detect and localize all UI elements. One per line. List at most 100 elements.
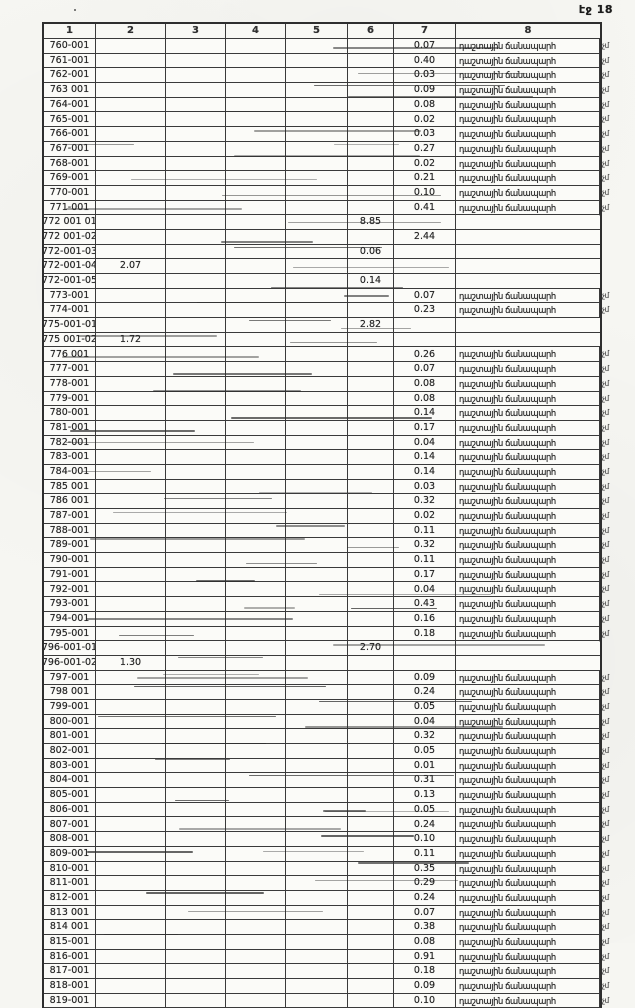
col2-value-cell: [96, 905, 166, 920]
parcel-id-cell: 795-001: [44, 626, 96, 641]
col3-cell: [166, 156, 226, 171]
land-use-cell: դաշտային ճանապարհ: [456, 508, 600, 524]
table-row: 772 001 01 8.85: [44, 215, 600, 230]
table-row: 791-001 0.17 դաշտային ճանապարհ չմ: [44, 567, 609, 583]
land-use-cell: դաշտային ճանապարհ: [456, 963, 600, 979]
col2-value-cell: 1.30: [96, 655, 166, 670]
col3-cell: [166, 523, 226, 538]
land-use-cell: դաշտային ճանապարհ: [456, 905, 600, 920]
col6-value-cell: [348, 729, 394, 743]
margin-note: չմ: [602, 628, 609, 638]
col4-cell: [226, 979, 286, 993]
table-row: 784-001 0.14 դաշտային ճանապարհ չմ: [44, 464, 609, 480]
land-use-cell: դաշտային ճանապարհ: [456, 361, 600, 377]
col2-value-cell: [96, 876, 166, 890]
land-use-cell: դաշտային ճանապարհ: [456, 126, 600, 142]
table-row: 806-001 0.05 դաշտային ճանապարհ չմ: [44, 802, 609, 818]
col6-value-cell: [348, 200, 394, 215]
col4-cell: [226, 582, 286, 597]
land-use-cell: դաշտային ճանապարհ: [456, 185, 600, 200]
col3-cell: [166, 479, 226, 494]
land-use-cell: դաշտային ճանապարհ: [456, 449, 600, 465]
col2-value-cell: [96, 479, 166, 494]
col5-cell: [286, 215, 348, 229]
parcel-id-cell: 801-001: [44, 729, 96, 743]
col2-value-cell: [96, 420, 166, 435]
col7-value-cell: 0.43: [394, 597, 456, 611]
col6-value-cell: [348, 391, 394, 406]
parcel-id-cell: 811-001: [44, 876, 96, 890]
col4-cell: [226, 758, 286, 773]
col3-cell: [166, 259, 226, 273]
parcel-id-cell: 782-001: [44, 435, 96, 450]
col6-value-cell: [348, 53, 394, 68]
col2-value-cell: [96, 171, 166, 185]
parcel-id-cell: 798 001: [44, 685, 96, 699]
margin-note: չմ: [602, 922, 609, 932]
col2-value-cell: [96, 714, 166, 729]
margin-note: չմ: [602, 804, 609, 814]
column-header-3: 3: [166, 24, 226, 38]
margin-note: չմ: [602, 981, 609, 990]
land-use-cell: դաշտային ճանապարհ: [456, 376, 600, 391]
table-row: 803-001 0.01 դաշտային ճանապարհ չմ: [44, 758, 609, 774]
col7-value-cell: 0.02: [394, 156, 456, 171]
col6-value-cell: [348, 714, 394, 729]
col5-cell: [286, 611, 348, 626]
table-row: 765-001 0.02 դաշտային ճանապարհ չմ: [44, 112, 609, 128]
col2-value-cell: [96, 141, 166, 156]
col7-value-cell: 0.24: [394, 685, 456, 699]
table-row: 796-001-02 1.30: [44, 655, 600, 671]
col4-cell: [226, 347, 286, 362]
margin-note: չմ: [602, 466, 609, 476]
land-use-cell: դաշտային ճանապարհ: [456, 112, 600, 127]
col3-cell: [166, 758, 226, 773]
col7-value-cell: 0.08: [394, 391, 456, 406]
col5-cell: [286, 626, 348, 641]
parcel-id-cell: 788-001: [44, 523, 96, 538]
parcel-id-cell: 787-001: [44, 509, 96, 523]
table-row: 797-001 0.09 դաշտային ճանապարհ չմ: [44, 670, 609, 686]
col7-value-cell: 0.16: [394, 611, 456, 626]
table-row: 766-001 0.03 դաշտային ճանապարհ չմ: [44, 126, 609, 142]
land-use-cell: դաշտային ճանապարհ: [456, 861, 600, 876]
col2-value-cell: [96, 641, 166, 655]
parcel-id-cell: 774-001: [44, 303, 96, 318]
column-header-8: 8: [524, 25, 532, 36]
col5-cell: [286, 274, 348, 288]
col3-cell: [166, 83, 226, 97]
parcel-id-cell: 777-001: [44, 362, 96, 376]
land-use-cell: դաշտային ճանապարհ: [456, 875, 600, 891]
parcel-id-cell: 813 001: [44, 905, 96, 920]
col6-value-cell: [348, 97, 394, 112]
col5-cell: [286, 391, 348, 406]
table-row: 808-001 0.10 դաշտային ճանապարհ չմ: [44, 831, 609, 847]
col4-cell: [226, 288, 286, 303]
col5-cell: [286, 303, 348, 318]
col3-cell: [166, 788, 226, 802]
col3-cell: [166, 920, 226, 934]
col5-cell: [286, 993, 348, 1008]
col3-cell: [166, 494, 226, 508]
parcel-id-cell: 808-001: [44, 832, 96, 846]
col5-cell: [286, 420, 348, 435]
col3-cell: [166, 670, 226, 685]
col4-cell: [226, 538, 286, 553]
col6-value-cell: [348, 611, 394, 626]
parcel-id-cell: 816-001: [44, 949, 96, 964]
table-row: 807-001 0.24 դաշտային ճանապարհ չմ: [44, 817, 609, 833]
table-row: 767-001 0.27 դաշտային ճանապարհ չմ: [44, 141, 609, 157]
col5-cell: [286, 582, 348, 597]
margin-note: չմ: [602, 143, 609, 153]
margin-note: չմ: [602, 746, 609, 755]
col5-cell: [286, 112, 348, 127]
margin-note: չմ: [602, 496, 609, 506]
col5-cell: [286, 964, 348, 978]
parcel-id-cell: 761-001: [44, 53, 96, 68]
parcel-id-cell: 818-001: [44, 979, 96, 993]
col4-cell: [226, 846, 286, 861]
col7-value-cell: 0.14: [394, 464, 456, 479]
margin-note: չմ: [602, 173, 609, 183]
land-use-cell: դաշտային ճանապարհ: [456, 82, 600, 98]
